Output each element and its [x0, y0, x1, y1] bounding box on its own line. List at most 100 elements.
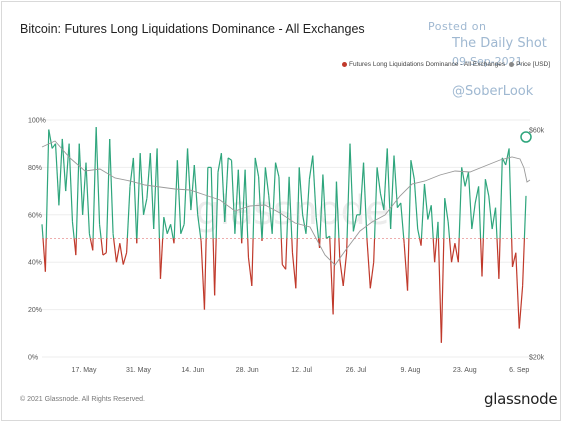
series-segment: [308, 155, 314, 180]
series-segment: [159, 238, 164, 279]
series-segment: [102, 252, 107, 256]
series-segment: [396, 202, 402, 209]
series-segment: [339, 259, 344, 286]
series-segment: [413, 179, 419, 230]
series-segment: [106, 138, 111, 239]
glassnode-logo: glassnode: [484, 390, 558, 408]
series-segment: [423, 183, 429, 220]
price-line: [41, 140, 531, 266]
y-tick-label: 40%: [28, 260, 42, 267]
series-segment: [271, 162, 277, 234]
x-tick-label: 14. Jun: [181, 367, 204, 374]
series-segment: [214, 238, 217, 296]
x-tick-label: 12. Jul: [291, 367, 312, 374]
series-segment: [478, 186, 482, 239]
series-segment: [129, 157, 134, 187]
watermark-posted: Posted on: [428, 20, 487, 33]
watermark-source: The Daily Shot: [452, 36, 547, 51]
series-segment: [494, 207, 498, 239]
x-tick-label: 17. May: [72, 367, 97, 374]
y-tick-label: 20%: [28, 307, 42, 314]
series-segment: [247, 238, 250, 258]
y-tick-label: 100%: [28, 118, 46, 125]
series-segment: [75, 238, 77, 256]
series-segment: [258, 176, 263, 239]
grid-lines: [42, 119, 530, 358]
series-segment: [420, 183, 426, 239]
series-segment: [458, 167, 463, 239]
series-segment: [338, 238, 341, 260]
series-segment: [288, 176, 293, 239]
series-segment: [474, 186, 480, 204]
series-segment: [291, 252, 297, 289]
series-segment: [332, 238, 336, 315]
series-segment: [296, 167, 300, 239]
series-segment: [393, 155, 398, 208]
series-segment: [149, 153, 155, 230]
series-segment: [200, 240, 206, 310]
series-segment: [352, 214, 358, 232]
x-tick-label: 6. Sep: [509, 367, 529, 374]
latest-point-highlight: [520, 131, 532, 143]
series-segment: [122, 252, 128, 265]
series-segment: [254, 157, 260, 177]
series-segment: [119, 243, 124, 265]
series-segment: [186, 148, 192, 211]
series-segment: [71, 221, 75, 239]
legend-label-dominance: Futures Long Liquidations Dominance - Al…: [349, 61, 506, 68]
series-segment: [315, 217, 320, 239]
series-segment: [329, 238, 334, 315]
series-segment: [444, 198, 449, 222]
x-axis: 17. May 31. May 14. Jun 28. Jun 12. Jul 26. J…: [72, 367, 530, 374]
y-tick-label: 0%: [28, 355, 38, 362]
y-right-tick-label: $20k: [529, 355, 545, 362]
series-segment: [312, 155, 317, 218]
legend-item-price[interactable]: Price [USD]: [509, 61, 550, 68]
series-segment: [166, 224, 172, 234]
series-segment: [437, 238, 442, 343]
series-segment: [522, 238, 525, 286]
series-segment: [237, 169, 243, 239]
series-segment: [383, 148, 388, 211]
legend-item-dominance[interactable]: Futures Long Liquidations Dominance - Al…: [342, 61, 505, 68]
series-segment: [448, 238, 453, 263]
series-segment: [203, 238, 207, 310]
y-tick-label: 80%: [28, 165, 42, 172]
series-segment: [447, 221, 451, 239]
series-segment: [410, 160, 415, 180]
series-segment: [113, 238, 118, 263]
series-segment: [450, 243, 456, 263]
series-segment: [115, 243, 121, 263]
series-segment: [98, 224, 102, 239]
series-segment: [518, 285, 524, 329]
series-segment: [224, 157, 229, 222]
series-segment: [51, 143, 57, 149]
legend-swatch-dominance: [342, 62, 347, 67]
series-segment: [197, 214, 202, 239]
series-segment: [434, 238, 438, 263]
series-segment: [268, 195, 273, 234]
series-segment: [461, 167, 466, 187]
series-segment: [153, 148, 158, 230]
series-segment: [68, 143, 74, 222]
series-segment: [95, 127, 101, 225]
series-segment: [280, 238, 283, 265]
series-segment: [379, 193, 385, 211]
series-segment: [417, 228, 421, 239]
series-segment: [58, 138, 63, 206]
series-segment: [241, 169, 246, 239]
series-segment: [400, 202, 405, 239]
series-segment: [41, 224, 44, 239]
series-segment: [430, 205, 434, 239]
series-segment: [386, 148, 392, 230]
series-segment: [193, 164, 199, 215]
y-axis-left: 0% 20% 40% 60% 80% 100%: [28, 118, 46, 362]
series-segment: [173, 160, 178, 239]
series-segment: [78, 143, 84, 215]
x-tick-label: 31. May: [126, 367, 151, 374]
series-segment: [100, 238, 104, 256]
series-segment: [373, 167, 378, 239]
series-segment: [190, 164, 195, 211]
x-tick-label: 23. Aug: [453, 367, 477, 374]
